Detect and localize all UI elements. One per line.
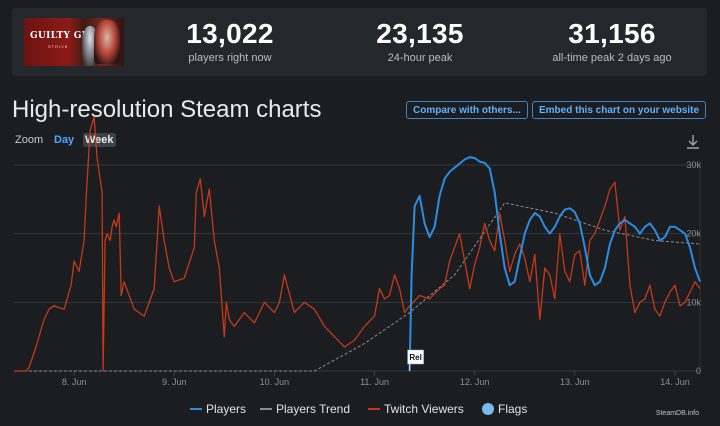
stat-value: 31,156	[568, 18, 656, 49]
series-players	[408, 156, 701, 372]
stat-current-players: 13,022 players right now	[160, 18, 300, 65]
legend-label: Players	[206, 402, 247, 416]
steamdb-credit[interactable]: SteamDB.info	[655, 410, 699, 417]
zoom-label: Zoom	[15, 134, 44, 146]
stat-label: all-time peak 2 days ago	[552, 52, 672, 64]
legend-label: Players Trend	[276, 402, 351, 416]
x-tick-label: 9. Jun	[162, 377, 187, 387]
y-tick-label: 20k	[686, 229, 701, 239]
legend: Players Players Trend Twitch Viewers Fla…	[0, 402, 720, 418]
legend-label: Flags	[498, 402, 528, 416]
stat-alltime-peak: 31,156 all-time peak 2 days ago	[532, 18, 692, 65]
y-tick-label: 0	[696, 366, 701, 376]
stats-bar: GUILTY GEAR STRIVE 13,022 players right …	[12, 8, 707, 76]
flag-label: Rel	[409, 353, 421, 362]
stat-label: players right now	[188, 52, 272, 64]
stat-label: 24-hour peak	[387, 52, 453, 64]
game-logo-text: GUILTY GEAR	[30, 31, 104, 41]
compare-button[interactable]: Compare with others...	[406, 101, 528, 119]
legend-label: Twitch Viewers	[384, 402, 464, 416]
x-tick-label: 8. Jun	[62, 377, 87, 387]
game-logo-subtext: STRIVE	[48, 44, 69, 49]
flags-icon	[482, 403, 494, 415]
stat-value: 23,135	[376, 18, 464, 49]
game-thumbnail[interactable]: GUILTY GEAR STRIVE	[24, 18, 124, 66]
x-tick-label: 14. Jun	[660, 377, 690, 387]
x-tick-label: 10. Jun	[260, 377, 290, 387]
x-axis-ticks: 8. Jun 9. Jun 10. Jun 11. Jun 12. Jun 13. Jun…	[62, 371, 690, 387]
series-twitch-viewers	[14, 116, 701, 372]
zoom-week-button[interactable]: Week	[83, 133, 116, 147]
flag-box	[407, 349, 424, 365]
zoom-day-button[interactable]: Day	[54, 134, 75, 146]
embed-button[interactable]: Embed this chart on your website	[532, 101, 707, 119]
y-tick-label: 10k	[686, 297, 701, 307]
x-tick-label: 13. Jun	[560, 377, 590, 387]
legend-players[interactable]: Players	[190, 402, 246, 416]
y-axis-ticks: 0 10k 20k 30k	[686, 160, 701, 376]
chart-title: High-resolution Steam charts	[12, 96, 322, 123]
x-tick-label: 12. Jun	[460, 377, 490, 387]
series-players-trend	[14, 202, 701, 372]
legend-flags[interactable]: Flags	[482, 402, 527, 416]
y-tick-label: 30k	[686, 160, 701, 170]
x-tick-label: 11. Jun	[360, 377, 389, 387]
flags-layer: Rel	[407, 349, 424, 371]
gridlines	[14, 160, 701, 372]
legend-swatch-twitch	[368, 408, 380, 410]
legend-swatch-players	[190, 408, 202, 410]
legend-players-trend[interactable]: Players Trend	[260, 402, 350, 416]
series-layer	[14, 116, 701, 372]
legend-swatch-trend	[260, 408, 272, 410]
download-icon[interactable]	[686, 134, 700, 150]
character-art-1	[94, 20, 120, 64]
stat-24h-peak: 23,135 24-hour peak	[350, 18, 490, 65]
legend-twitch-viewers[interactable]: Twitch Viewers	[368, 402, 464, 416]
stat-value: 13,022	[186, 18, 274, 49]
